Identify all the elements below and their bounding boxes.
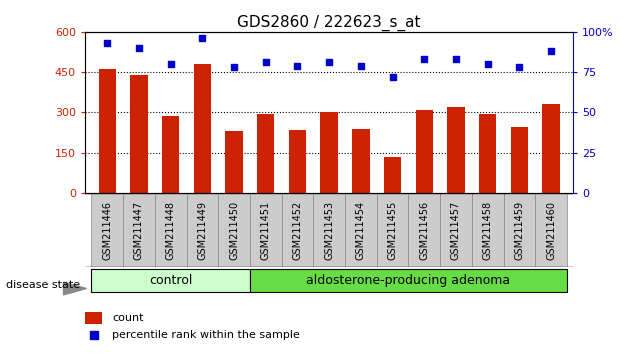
Bar — [162, 116, 180, 193]
Bar — [250, 269, 567, 292]
Bar — [257, 114, 275, 193]
Point — [546, 48, 556, 54]
Text: GSM211452: GSM211452 — [292, 200, 302, 260]
Point — [197, 35, 207, 41]
Text: GSM211448: GSM211448 — [166, 201, 176, 259]
Bar — [352, 129, 370, 193]
Bar — [511, 127, 528, 193]
Bar — [440, 193, 472, 267]
Bar — [91, 269, 250, 292]
Point — [419, 56, 429, 62]
Point — [261, 59, 271, 65]
Bar — [479, 114, 496, 193]
Text: aldosterone-producing adenoma: aldosterone-producing adenoma — [306, 274, 510, 287]
Bar — [447, 107, 465, 193]
Text: control: control — [149, 274, 192, 287]
Text: GSM211456: GSM211456 — [420, 200, 429, 260]
Bar — [289, 130, 306, 193]
Point — [451, 56, 461, 62]
Bar — [85, 312, 102, 324]
Point — [483, 61, 493, 67]
Text: GSM211458: GSM211458 — [483, 200, 493, 260]
Point — [89, 332, 99, 338]
Text: GSM211454: GSM211454 — [356, 200, 366, 260]
Text: GSM211446: GSM211446 — [102, 201, 112, 259]
Bar — [186, 193, 218, 267]
Text: GSM211451: GSM211451 — [261, 200, 271, 260]
Bar — [321, 113, 338, 193]
Text: disease state: disease state — [6, 280, 81, 290]
Bar — [345, 193, 377, 267]
Point — [102, 40, 112, 46]
Text: count: count — [112, 313, 144, 322]
Text: GSM211459: GSM211459 — [515, 200, 524, 260]
Point — [324, 59, 335, 65]
Bar — [282, 193, 313, 267]
Text: percentile rank within the sample: percentile rank within the sample — [112, 330, 300, 340]
Bar — [193, 64, 211, 193]
Bar — [408, 193, 440, 267]
Text: GSM211450: GSM211450 — [229, 200, 239, 260]
Point — [292, 63, 302, 69]
Text: GSM211460: GSM211460 — [546, 201, 556, 259]
Bar — [155, 193, 186, 267]
Polygon shape — [64, 282, 86, 295]
Bar — [98, 69, 116, 193]
Point — [387, 74, 398, 80]
Bar — [250, 193, 282, 267]
Text: GSM211449: GSM211449 — [197, 201, 207, 259]
Bar — [472, 193, 503, 267]
Point — [229, 64, 239, 70]
Bar — [123, 193, 155, 267]
Bar — [536, 193, 567, 267]
Point — [356, 63, 366, 69]
Text: GSM211453: GSM211453 — [324, 200, 334, 260]
Bar — [377, 193, 408, 267]
Title: GDS2860 / 222623_s_at: GDS2860 / 222623_s_at — [238, 14, 421, 30]
Text: GSM211455: GSM211455 — [387, 200, 398, 260]
Bar — [226, 131, 243, 193]
Text: GSM211457: GSM211457 — [451, 200, 461, 260]
Bar — [503, 193, 536, 267]
Bar — [130, 75, 147, 193]
Text: GSM211447: GSM211447 — [134, 200, 144, 260]
Point — [514, 64, 524, 70]
Bar — [91, 193, 123, 267]
Bar — [416, 110, 433, 193]
Bar — [542, 104, 560, 193]
Point — [166, 61, 176, 67]
Bar — [218, 193, 250, 267]
Bar — [313, 193, 345, 267]
Bar — [384, 157, 401, 193]
Point — [134, 45, 144, 51]
